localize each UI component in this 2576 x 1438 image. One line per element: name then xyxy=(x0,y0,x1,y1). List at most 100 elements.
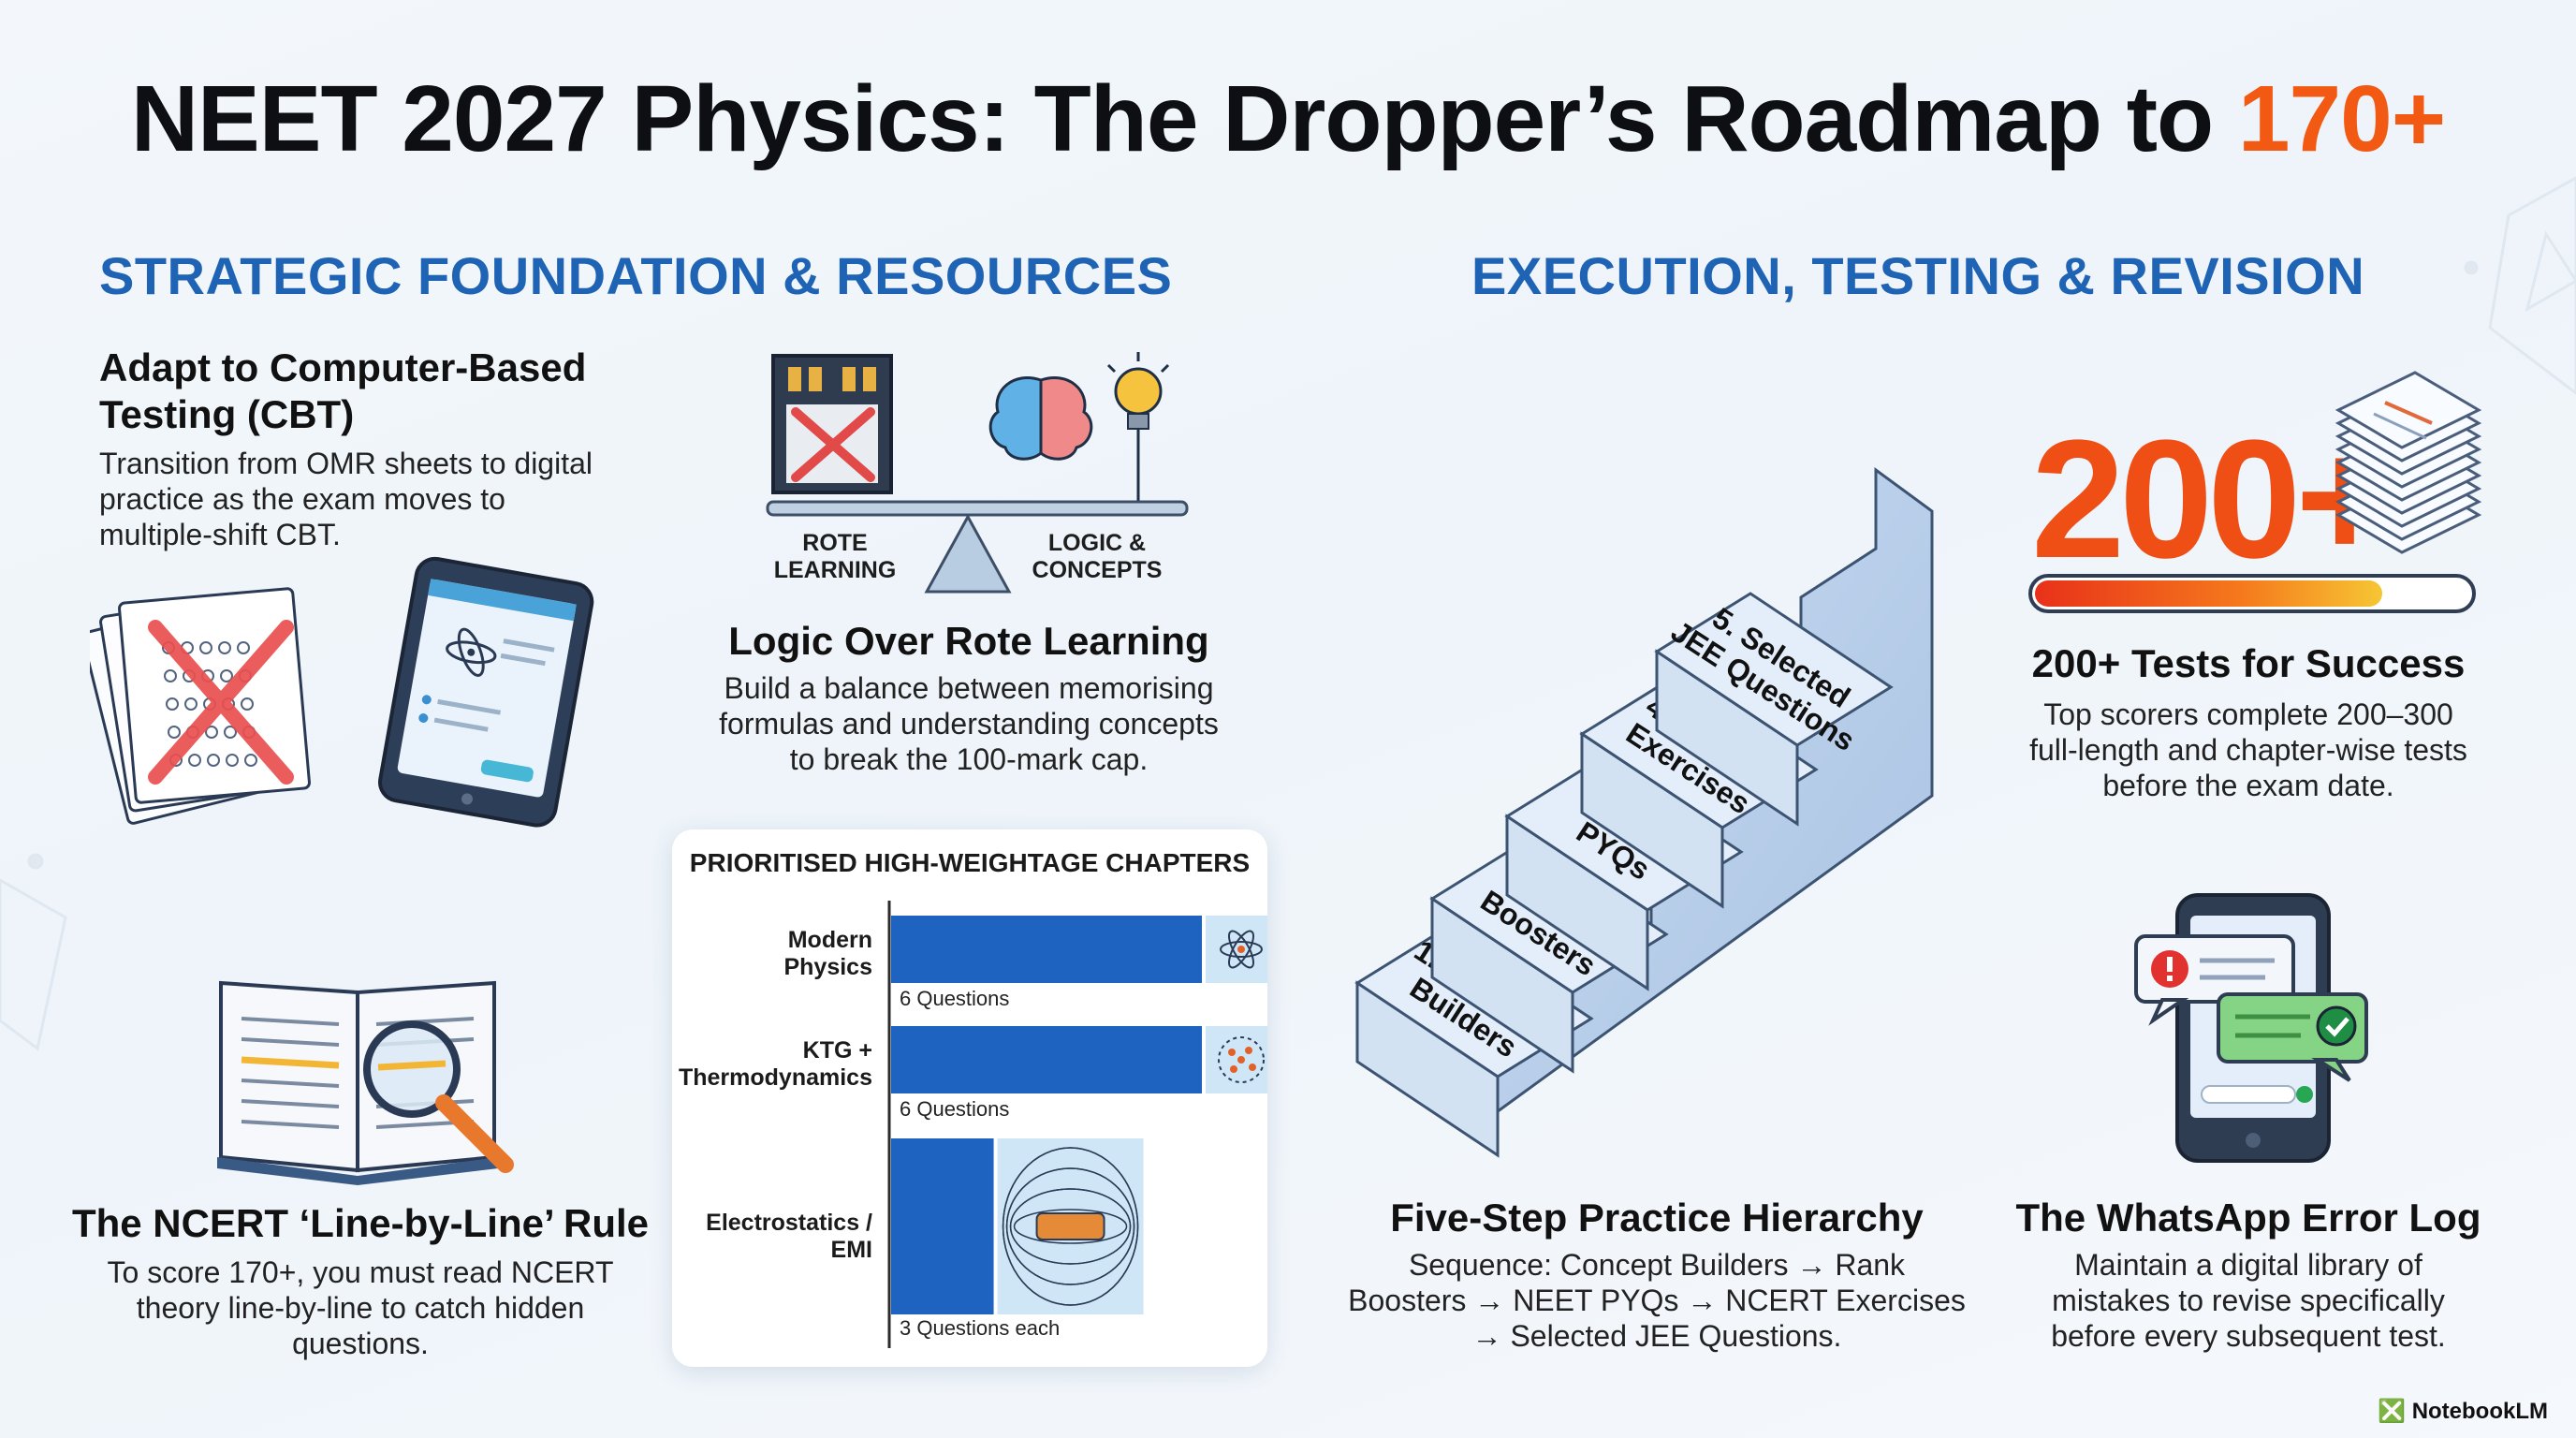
title-main: NEET 2027 Physics: The Dropper’s Roadmap… xyxy=(130,66,2214,171)
whatsapp-heading: The WhatsApp Error Log xyxy=(2015,1196,2481,1240)
step-riser xyxy=(1355,980,1500,1158)
tests-progress-fill xyxy=(2035,580,2382,607)
cbt-heading-line1: Adapt to Computer-Based xyxy=(99,345,587,389)
chart-category-line: Modern xyxy=(787,927,872,953)
omr-sheet-crossed-icon xyxy=(90,587,311,825)
error-message-bubble xyxy=(2134,934,2295,1026)
steps-heading: Five-Step Practice Hierarchy xyxy=(1390,1196,1924,1240)
section-heading-right: EXECUTION, TESTING & REVISION xyxy=(1471,246,2365,305)
balance-scale-icon xyxy=(766,352,1189,594)
brand-label: NotebookLM xyxy=(2411,1399,2548,1424)
chapters-chart-card: PRIORITISED HIGH-WEIGHTAGE CHAPTERS Mode… xyxy=(672,829,1267,1367)
cbt-heading: Adapt to Computer-Based Testing (CBT) xyxy=(99,345,698,438)
step-riser xyxy=(1430,896,1574,1074)
logic-heading: Logic Over Rote Learning xyxy=(728,619,1209,663)
step-riser xyxy=(1505,814,1649,991)
whatsapp-body: Maintain a digital library of mistakes t… xyxy=(1977,1247,2520,1354)
notebooklm-logo-icon: ❎ xyxy=(2378,1399,2407,1424)
logic-label-line1: LOGIC & xyxy=(1047,530,1147,556)
phone-error-log-icon xyxy=(2134,893,2368,1163)
logic-body: Build a balance between memorising formu… xyxy=(655,670,1282,777)
atom-orbit xyxy=(1220,941,1263,958)
brain-icon xyxy=(988,376,1093,461)
gas-particles-icon xyxy=(1206,1026,1267,1093)
chart-category-line: Physics xyxy=(783,954,872,980)
cbt-body-line1: Transition from OMR sheets to digital xyxy=(99,447,593,480)
logic-concepts-label: LOGIC & CONCEPTS xyxy=(1022,530,1172,584)
gas-particle xyxy=(1230,1065,1237,1073)
atom-orbit xyxy=(1228,930,1254,969)
chart-bar xyxy=(891,1138,994,1314)
chart-bar xyxy=(891,1026,1202,1093)
whatsapp-body-line2: mistakes to revise specifically xyxy=(2052,1284,2445,1317)
tests-body-line2: full-length and chapter-wise tests xyxy=(2029,733,2467,767)
logic-body-line3: to break the 100-mark cap. xyxy=(789,742,1149,776)
tests-body: Top scorers complete 200–300 full-length… xyxy=(1977,697,2520,803)
rote-learning-label: ROTE LEARNING xyxy=(760,530,910,584)
whatsapp-body-line1: Maintain a digital library of xyxy=(2074,1248,2422,1282)
cbt-heading-line2: Testing (CBT) xyxy=(99,392,355,436)
cbt-body-line3: multiple-shift CBT. xyxy=(99,518,341,551)
atom-nucleus xyxy=(1237,946,1245,953)
chart-title: PRIORITISED HIGH-WEIGHTAGE CHAPTERS xyxy=(689,848,1251,877)
chart-category-label: Modern Physics xyxy=(672,927,872,981)
cbt-body: Transition from OMR sheets to digital pr… xyxy=(99,446,698,552)
memory-card-icon xyxy=(771,354,893,494)
chart-value-label: 6 Questions xyxy=(900,987,1010,1010)
tests-heading: 200+ Tests for Success xyxy=(2031,641,2466,685)
lightbulb-icon xyxy=(1106,352,1170,502)
practice-staircase: 1. ConceptBuilders2. RankBoosters3. NEET… xyxy=(1354,467,1934,1158)
tests-body-line3: before the exam date. xyxy=(2102,769,2394,802)
chart-category-label: Electrostatics / EMI xyxy=(672,1210,872,1264)
open-book-magnifier-icon xyxy=(217,980,514,1185)
gas-particle xyxy=(1245,1047,1252,1054)
step-riser xyxy=(1655,649,1799,827)
chart-category-line: KTG + xyxy=(802,1037,872,1064)
ncert-body-line2: theory line-by-line to catch hidden xyxy=(136,1291,585,1325)
whatsapp-body-line3: before every subsequent test. xyxy=(2051,1319,2446,1353)
cbt-body-line2: practice as the exam moves to xyxy=(99,482,505,516)
tests-big-number: 200+ xyxy=(2031,405,2393,594)
gas-particle xyxy=(1249,1064,1256,1071)
tests-body-line1: Top scorers complete 200–300 xyxy=(2043,697,2453,731)
tablet-cbt-icon xyxy=(378,556,594,828)
chart-category-line: Thermodynamics xyxy=(678,1064,872,1091)
atom-icon xyxy=(1206,916,1267,983)
brand-footer: ❎ NotebookLM xyxy=(2378,1398,2548,1425)
rote-label-line2: LEARNING xyxy=(773,557,897,583)
steps-body-line2: Boosters → NEET PYQs → NCERT Exercises xyxy=(1348,1284,1966,1317)
field-line xyxy=(1005,1167,1135,1285)
chapters-bar-chart xyxy=(887,901,1267,1348)
step-riser xyxy=(1580,731,1724,909)
tests-progress-bar xyxy=(2028,574,2476,613)
steps-body: Sequence: Concept Builders → Rank Booste… xyxy=(1339,1247,1975,1354)
logic-body-line1: Build a balance between memorising xyxy=(724,671,1214,705)
field-line xyxy=(1002,1147,1139,1306)
ncert-body-line1: To score 170+, you must read NCERT xyxy=(107,1255,614,1289)
ncert-heading: The NCERT ‘Line-by-Line’ Rule xyxy=(71,1201,650,1245)
test-papers-stack-icon xyxy=(2334,371,2482,554)
atom-orbit xyxy=(1228,930,1254,969)
steps-body-line3: → Selected JEE Questions. xyxy=(1471,1319,1842,1353)
title-accent: 170+ xyxy=(2237,66,2446,171)
chart-category-line: EMI xyxy=(830,1237,872,1263)
steps-body-line1: Sequence: Concept Builders → Rank xyxy=(1408,1248,1906,1282)
section-heading-left: STRATEGIC FOUNDATION & RESOURCES xyxy=(99,246,1173,305)
chart-bar xyxy=(891,916,1202,983)
solenoid-coil xyxy=(1035,1212,1105,1240)
chart-value-label: 6 Questions xyxy=(900,1097,1010,1121)
ncert-body: To score 170+, you must read NCERT theor… xyxy=(37,1255,683,1361)
gas-container xyxy=(1218,1036,1265,1083)
chart-category-line: Electrostatics / xyxy=(706,1210,872,1236)
rote-label-line1: ROTE xyxy=(802,530,868,556)
chart-value-label: 3 Questions each xyxy=(900,1316,1061,1340)
logic-label-line2: CONCEPTS xyxy=(1032,557,1163,583)
logic-body-line2: formulas and understanding concepts xyxy=(719,707,1219,741)
gas-particle xyxy=(1228,1049,1236,1056)
field-line xyxy=(1009,1188,1132,1265)
gas-particle xyxy=(1237,1056,1245,1064)
check-message-bubble xyxy=(2217,992,2368,1082)
page-title: NEET 2027 Physics: The Dropper’s Roadmap… xyxy=(0,66,2576,173)
chart-category-label: KTG + Thermodynamics xyxy=(672,1037,872,1092)
